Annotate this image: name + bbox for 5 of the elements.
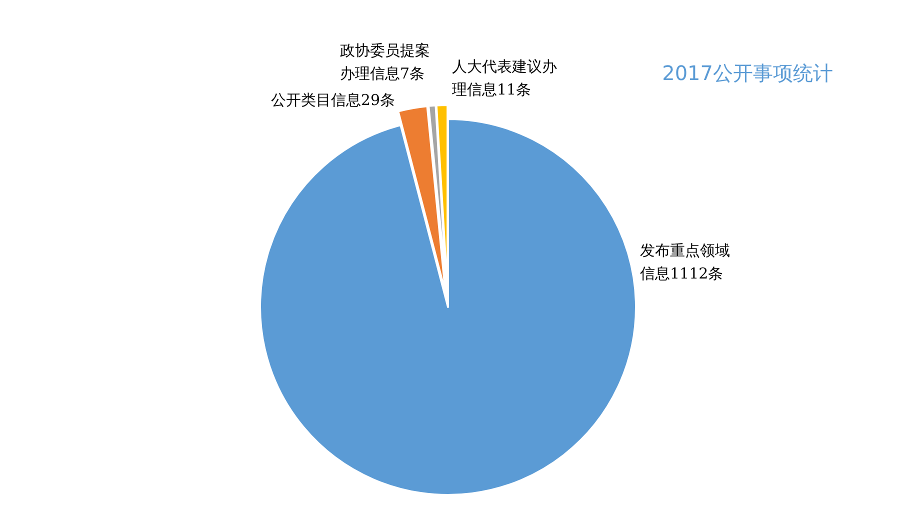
slice-label: 人大代表建议办理信息11条 [452,58,557,98]
slice-label: 政协委员提案办理信息7条 [340,42,430,82]
slice-label: 公开类目信息29条 [270,91,395,109]
text: 2017公开事项统计 [662,61,834,85]
slice-label: 发布重点领域信息1112条 [640,242,730,282]
